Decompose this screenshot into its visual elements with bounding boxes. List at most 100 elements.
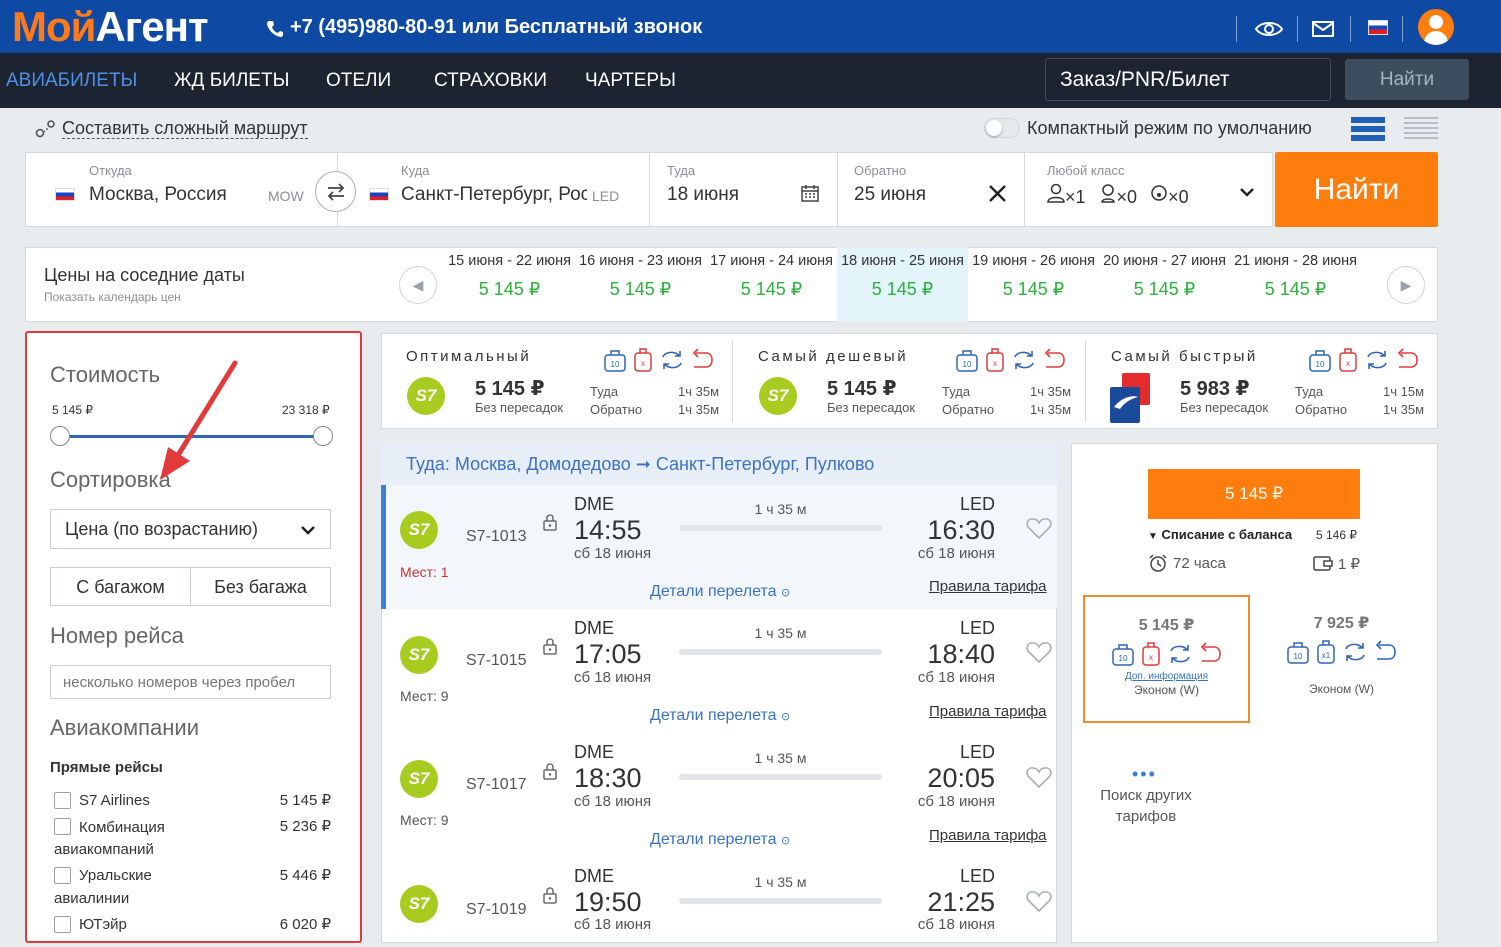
clear-return-icon[interactable]	[988, 184, 1007, 203]
search-find-button[interactable]: Найти	[1275, 152, 1438, 227]
pnr-find-button[interactable]: Найти	[1345, 59, 1469, 100]
date-option[interactable]: 21 июня - 28 июня 5 145 ₽	[1234, 253, 1357, 299]
nav-item-hotels[interactable]: ОТЕЛИ	[326, 70, 392, 91]
to-field[interactable]: Санкт-Петербург, Росс	[401, 184, 587, 205]
date-option[interactable]: 15 июня - 22 июня 5 145 ₽	[448, 253, 571, 299]
dates-next-button[interactable]: ▶	[1387, 266, 1425, 304]
departure-time: 17:05	[574, 639, 642, 669]
tariff-card[interactable]: 7 925 ₽ 10 x1 Эконом (W)	[1258, 595, 1425, 723]
nav-item-insurance[interactable]: СТРАХОВКИ	[434, 70, 547, 91]
price-slider-max-handle[interactable]	[313, 426, 333, 446]
fare-rules-link[interactable]: Правила тарифа	[929, 578, 1047, 595]
price-calendar-link[interactable]: Показать календарь цен	[44, 290, 181, 304]
return-date-field[interactable]: 25 июня	[854, 184, 927, 205]
fare-rules-link[interactable]: Правила тарифа	[929, 703, 1047, 720]
departure-date: сб 18 июня	[574, 545, 652, 562]
flight-row[interactable]: S7 Мест: 9 S7-1015 DME 17:05 сб 18 июня …	[381, 609, 1057, 733]
offer-card-optimal[interactable]: Оптимальный S7 5 145 ₽ Без пересадок 10 …	[381, 333, 732, 429]
tariff-more-info-link[interactable]: Доп. информация	[1124, 671, 1209, 682]
divider	[1236, 16, 1237, 42]
top-header	[0, 0, 1501, 53]
to-label: Куда	[401, 163, 430, 178]
calendar-icon[interactable]	[801, 184, 819, 202]
compact-mode-label: Компактный режим по умолчанию	[1027, 118, 1312, 138]
airline-checkbox[interactable]	[54, 867, 71, 884]
buy-button[interactable]: 5 145 ₽	[1148, 469, 1360, 519]
user-avatar-icon[interactable]	[1418, 9, 1454, 45]
svg-text:x: x	[993, 359, 997, 368]
duration-bar	[679, 774, 882, 780]
flight-number-input[interactable]	[50, 665, 331, 699]
flight-row[interactable]: S7 Мест: 1 S7-1013 DME 14:55 сб 18 июня …	[381, 485, 1057, 609]
heart-icon[interactable]	[1026, 890, 1052, 913]
airline-price: 5 145 ₽	[279, 792, 331, 809]
dates-prev-button[interactable]: ◀	[399, 266, 437, 304]
airline-checkbox[interactable]	[54, 916, 71, 933]
swap-button[interactable]	[315, 171, 356, 212]
flight-details-link[interactable]: Детали перелета ⊙	[650, 831, 791, 848]
seats-left: Мест: 1	[400, 564, 449, 580]
heart-icon[interactable]	[1026, 517, 1052, 540]
no-baggage-icon: x	[986, 348, 1005, 372]
s7-logo-icon: S7	[400, 760, 438, 798]
flight-details-link[interactable]: Детали перелета ⊙	[650, 707, 791, 724]
with-baggage-button[interactable]: С багажом	[50, 567, 191, 606]
flight-number: S7-1019	[466, 901, 527, 918]
search-other-tariffs-link[interactable]: Поиск других тарифов	[1100, 787, 1192, 825]
complex-route-link[interactable]: Составить сложный маршрут	[62, 118, 308, 139]
sort-select[interactable]: Цена (по возрастанию)	[50, 509, 331, 549]
svg-text:10: 10	[963, 360, 972, 369]
list-view-wide-icon[interactable]	[1351, 117, 1385, 141]
flight-number-title: Номер рейса	[50, 623, 184, 648]
mail-icon[interactable]	[1312, 20, 1334, 38]
offer-card-fastest[interactable]: Самый быстрый 5 983 ₽ Без пересадок 10 x…	[1086, 333, 1438, 429]
balance-payment-toggle[interactable]: ▼ Списание с баланса	[1148, 527, 1293, 542]
airline-checkbox[interactable]	[54, 818, 71, 835]
fare-rules-link[interactable]: Правила тарифа	[929, 827, 1047, 844]
list-view-compact-icon[interactable]	[1404, 117, 1438, 141]
adult-icon	[1047, 183, 1065, 203]
service-fee: 1 ₽	[1338, 556, 1361, 573]
annotation-arrow-icon	[160, 360, 238, 480]
nav-item-avia[interactable]: АВИАБИЛЕТЫ	[6, 70, 138, 91]
from-field[interactable]: Москва, Россия	[89, 184, 227, 205]
date-option-selected[interactable]: 18 июня - 25 июня 5 145 ₽	[837, 247, 968, 322]
chevron-down-icon[interactable]	[1239, 187, 1255, 199]
logo[interactable]: МойАгент	[12, 3, 209, 50]
phone-number[interactable]: +7 (495)980-80-91 или Бесплатный звонок	[290, 16, 703, 38]
infants-count: ×0	[1168, 187, 1189, 207]
dir-out: Туда	[590, 384, 619, 399]
heart-icon[interactable]	[1026, 766, 1052, 789]
heart-icon[interactable]	[1026, 641, 1052, 664]
price-slider-min-handle[interactable]	[50, 426, 70, 446]
nav-item-rail[interactable]: ЖД БИЛЕТЫ	[174, 70, 290, 91]
departure-time: 14:55	[574, 515, 642, 545]
flight-row[interactable]: S7 Мест: 9 S7-1017 DME 18:30 сб 18 июня …	[381, 734, 1057, 858]
date-option[interactable]: 16 июня - 23 июня 5 145 ₽	[579, 253, 702, 299]
dir-back: Обратно	[942, 402, 995, 417]
airline-checkbox[interactable]	[54, 792, 71, 809]
flight-row[interactable]: S7 S7-1019 DME 19:50 сб 18 июня 1 ч 35 м…	[381, 858, 1057, 942]
nav-item-charters[interactable]: ЧАРТЕРЫ	[585, 70, 676, 91]
without-baggage-button[interactable]: Без багажа	[190, 567, 331, 606]
airline-name: Уральские	[79, 867, 152, 884]
tariff-card-selected[interactable]: 5 145 ₽ 10 x Доп. информация Эконом (W)	[1083, 595, 1250, 723]
departure-airport: DME	[574, 742, 614, 762]
date-option[interactable]: 19 июня - 26 июня 5 145 ₽	[972, 253, 1095, 299]
passengers-field[interactable]: ×1 ×0 ×0	[1047, 183, 1189, 208]
price-filter-title: Стоимость	[50, 362, 161, 387]
departure-time: 18:30	[574, 763, 642, 793]
pnr-search-input[interactable]	[1045, 58, 1331, 101]
date-option[interactable]: 17 июня - 24 июня 5 145 ₽	[710, 253, 833, 299]
depart-date-field[interactable]: 18 июня	[667, 184, 740, 205]
children-count: ×0	[1116, 187, 1138, 207]
date-option[interactable]: 20 июня - 27 июня 5 145 ₽	[1103, 253, 1226, 299]
airline-price: 5 446 ₽	[279, 867, 331, 884]
child-icon	[1100, 184, 1115, 203]
russian-flag-icon[interactable]	[1368, 20, 1388, 35]
eye-icon[interactable]	[1254, 18, 1284, 40]
route-icon	[35, 120, 55, 138]
compact-mode-toggle[interactable]	[984, 118, 1020, 138]
offer-card-cheapest[interactable]: Самый дешевый S7 5 145 ₽ Без пересадок 1…	[733, 333, 1085, 429]
flight-details-link[interactable]: Детали перелета ⊙	[650, 583, 791, 600]
